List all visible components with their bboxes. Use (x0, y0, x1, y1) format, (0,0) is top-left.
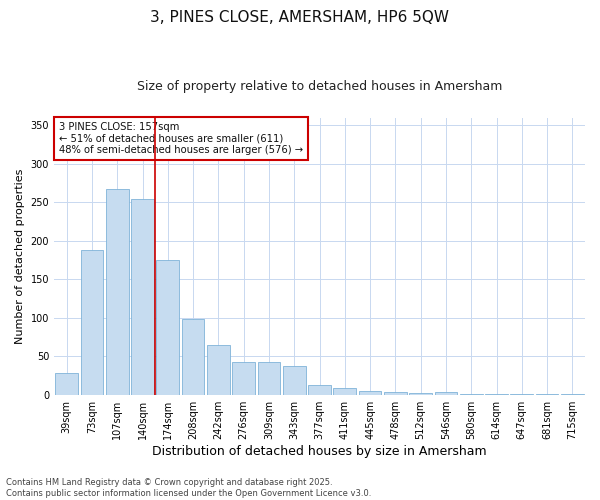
Bar (232, 362, 255, 394)
Bar (207, 344, 230, 395)
Bar (334, 388, 356, 394)
Text: 3, PINES CLOSE, AMERSHAM, HP6 5QW: 3, PINES CLOSE, AMERSHAM, HP6 5QW (151, 10, 449, 25)
Bar (384, 392, 407, 394)
Bar (55, 373, 78, 394)
Bar (283, 366, 305, 394)
Bar (106, 188, 128, 394)
Bar (409, 393, 432, 394)
Bar (80, 250, 103, 394)
Bar (359, 391, 382, 394)
Bar (257, 362, 280, 394)
Title: Size of property relative to detached houses in Amersham: Size of property relative to detached ho… (137, 80, 502, 93)
Y-axis label: Number of detached properties: Number of detached properties (15, 168, 25, 344)
Bar (182, 318, 205, 394)
X-axis label: Distribution of detached houses by size in Amersham: Distribution of detached houses by size … (152, 444, 487, 458)
Bar (308, 384, 331, 394)
Text: Contains HM Land Registry data © Crown copyright and database right 2025.
Contai: Contains HM Land Registry data © Crown c… (6, 478, 371, 498)
Bar (157, 260, 179, 394)
Text: 3 PINES CLOSE: 157sqm
← 51% of detached houses are smaller (611)
48% of semi-det: 3 PINES CLOSE: 157sqm ← 51% of detached … (59, 122, 304, 155)
Bar (131, 198, 154, 394)
Bar (434, 392, 457, 394)
